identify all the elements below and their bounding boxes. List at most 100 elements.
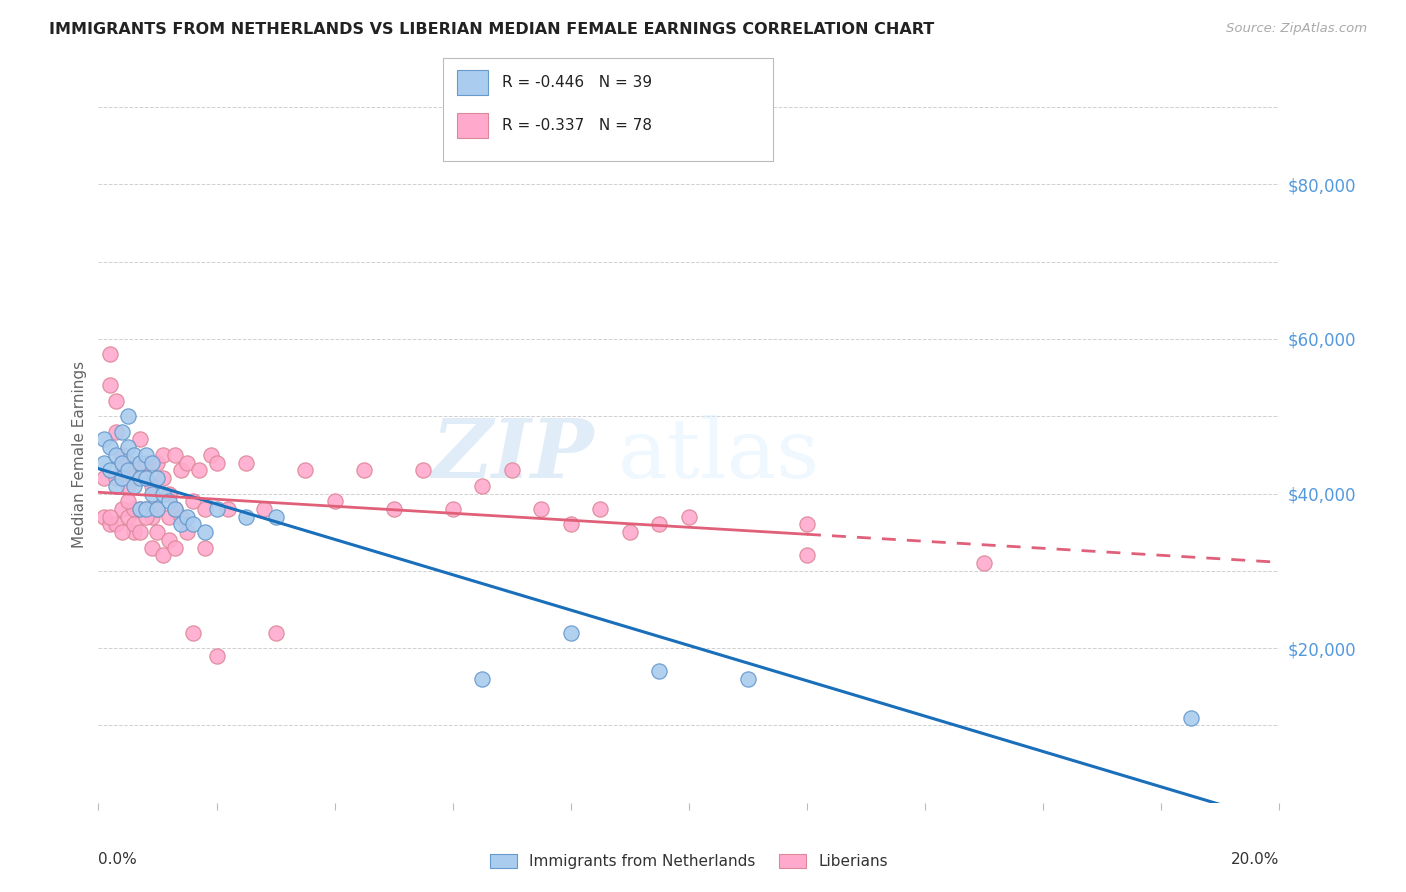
Y-axis label: Median Female Earnings: Median Female Earnings [72, 361, 87, 549]
Point [165, 448, 187, 462]
Point [253, 502, 276, 516]
Point [181, 517, 204, 532]
Point [93, 433, 115, 447]
Point [205, 502, 228, 516]
Point [194, 502, 217, 516]
Point [93, 471, 115, 485]
Point [264, 625, 287, 640]
Point [165, 502, 187, 516]
Point [111, 448, 134, 462]
Point [141, 541, 163, 555]
Point [152, 486, 174, 500]
Point [170, 509, 193, 524]
Point [111, 525, 134, 540]
Point [146, 471, 169, 485]
Point [128, 456, 150, 470]
Point [170, 463, 193, 477]
Point [146, 456, 169, 470]
Point [122, 448, 145, 462]
Point [122, 525, 145, 540]
Text: R = -0.446   N = 39: R = -0.446 N = 39 [502, 76, 652, 90]
Point [105, 448, 128, 462]
Point [105, 471, 128, 485]
Point [146, 502, 169, 516]
Point [117, 440, 139, 454]
Point [181, 494, 204, 508]
Point [117, 509, 139, 524]
Point [141, 509, 163, 524]
Point [560, 517, 582, 532]
Point [141, 479, 163, 493]
Point [128, 502, 150, 516]
Point [117, 463, 139, 477]
Text: IMMIGRANTS FROM NETHERLANDS VS LIBERIAN MEDIAN FEMALE EARNINGS CORRELATION CHART: IMMIGRANTS FROM NETHERLANDS VS LIBERIAN … [49, 22, 935, 37]
Point [157, 509, 180, 524]
Point [152, 471, 174, 485]
Point [181, 625, 204, 640]
Point [205, 456, 228, 470]
Point [98, 347, 121, 361]
Point [98, 378, 121, 392]
Point [382, 502, 405, 516]
Point [737, 672, 759, 686]
Point [117, 479, 139, 493]
Point [1180, 711, 1202, 725]
Point [796, 549, 818, 563]
Legend: Immigrants from Netherlands, Liberians: Immigrants from Netherlands, Liberians [484, 848, 894, 875]
Point [165, 541, 187, 555]
Point [128, 471, 150, 485]
Point [165, 502, 187, 516]
Point [678, 509, 700, 524]
Text: Source: ZipAtlas.com: Source: ZipAtlas.com [1226, 22, 1367, 36]
Point [135, 502, 157, 516]
Point [323, 494, 346, 508]
Point [530, 502, 553, 516]
Point [619, 525, 641, 540]
Point [128, 456, 150, 470]
Point [111, 456, 134, 470]
Point [796, 517, 818, 532]
Point [135, 509, 157, 524]
Point [128, 525, 150, 540]
Point [412, 463, 434, 477]
Point [176, 509, 198, 524]
Point [501, 463, 523, 477]
Point [187, 463, 209, 477]
Point [157, 494, 180, 508]
Point [128, 433, 150, 447]
Point [141, 486, 163, 500]
Point [235, 509, 257, 524]
Text: 20.0%: 20.0% [1232, 852, 1279, 866]
Point [294, 463, 316, 477]
Text: R = -0.337   N = 78: R = -0.337 N = 78 [502, 119, 652, 133]
Text: ZIP: ZIP [432, 415, 595, 495]
Point [105, 393, 128, 408]
Point [122, 471, 145, 485]
Text: 0.0%: 0.0% [98, 852, 138, 866]
Point [648, 665, 671, 679]
Point [194, 541, 217, 555]
Point [93, 456, 115, 470]
Point [93, 509, 115, 524]
Point [111, 463, 134, 477]
Point [117, 456, 139, 470]
Point [176, 456, 198, 470]
Point [122, 517, 145, 532]
Point [98, 509, 121, 524]
Point [117, 409, 139, 424]
Point [194, 525, 217, 540]
Point [122, 502, 145, 516]
Point [146, 525, 169, 540]
Point [111, 425, 134, 439]
Point [176, 525, 198, 540]
Point [98, 517, 121, 532]
Point [152, 549, 174, 563]
Point [441, 502, 464, 516]
Point [98, 440, 121, 454]
Point [128, 502, 150, 516]
Point [205, 648, 228, 663]
Point [122, 479, 145, 493]
Point [111, 471, 134, 485]
Point [217, 502, 239, 516]
Point [105, 517, 128, 532]
